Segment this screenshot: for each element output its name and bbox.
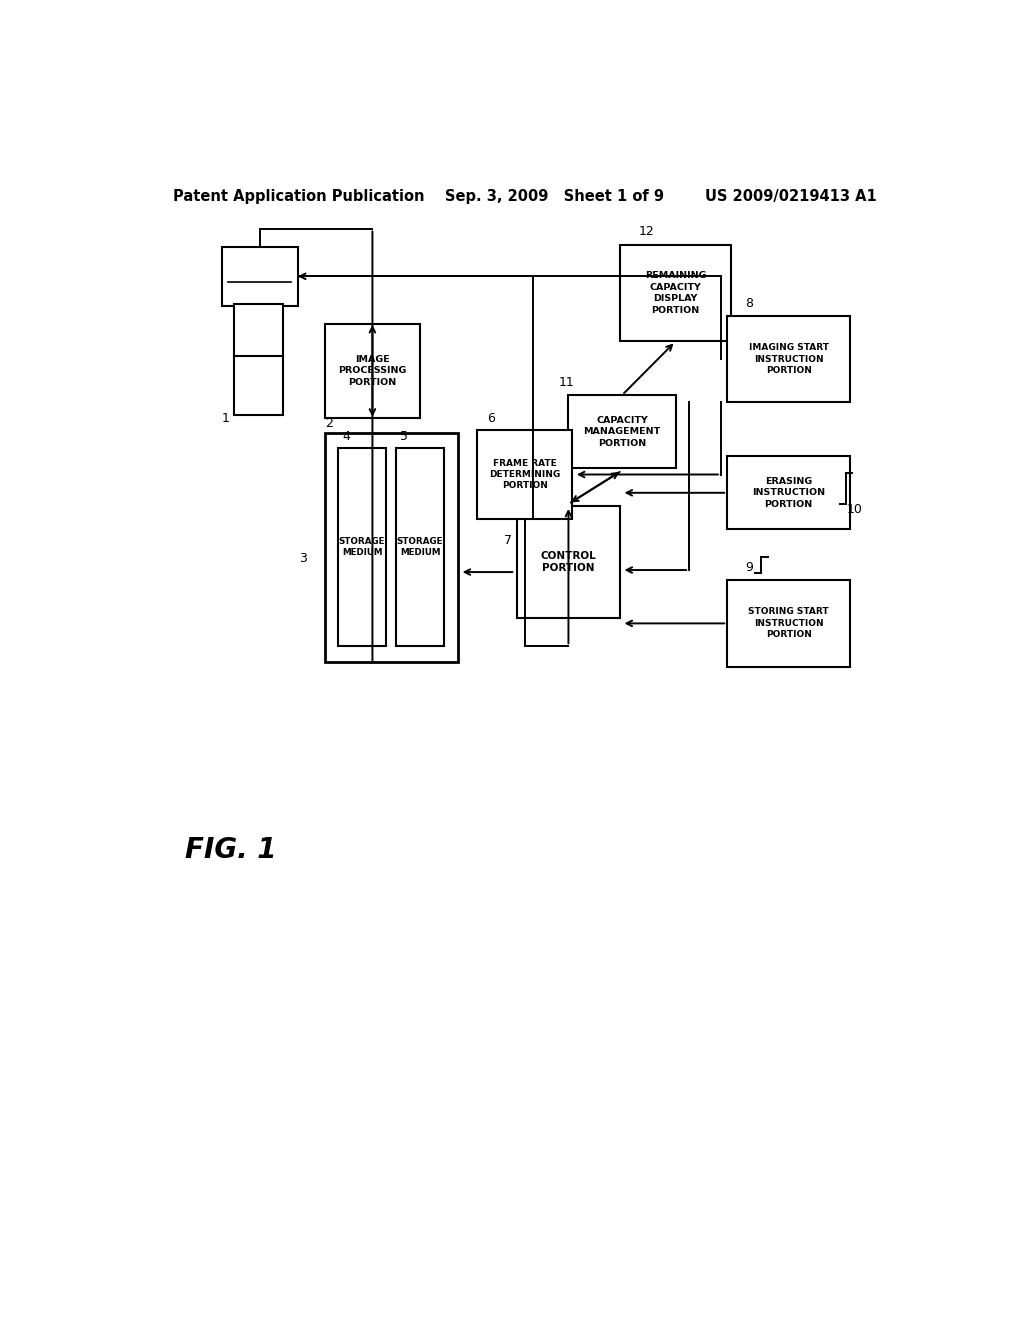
- FancyBboxPatch shape: [325, 325, 420, 417]
- Text: 2: 2: [325, 417, 333, 430]
- Text: CAPACITY
MANAGEMENT
PORTION: CAPACITY MANAGEMENT PORTION: [584, 416, 660, 447]
- FancyBboxPatch shape: [477, 430, 572, 519]
- Text: 4: 4: [342, 430, 350, 444]
- Text: 3: 3: [299, 552, 307, 565]
- FancyBboxPatch shape: [727, 581, 850, 667]
- Text: FRAME RATE
DETERMINING
PORTION: FRAME RATE DETERMINING PORTION: [489, 458, 560, 491]
- Text: 8: 8: [745, 297, 754, 310]
- Text: REMAINING
CAPACITY
DISPLAY
PORTION: REMAINING CAPACITY DISPLAY PORTION: [645, 272, 707, 314]
- Text: 6: 6: [487, 412, 496, 425]
- FancyBboxPatch shape: [517, 506, 620, 618]
- FancyBboxPatch shape: [620, 244, 731, 342]
- Text: 9: 9: [745, 561, 754, 574]
- Text: 1: 1: [221, 412, 229, 425]
- Text: Patent Application Publication    Sep. 3, 2009   Sheet 1 of 9        US 2009/021: Patent Application Publication Sep. 3, 2…: [173, 189, 877, 203]
- Text: STORING START
INSTRUCTION
PORTION: STORING START INSTRUCTION PORTION: [749, 607, 829, 639]
- FancyBboxPatch shape: [221, 247, 298, 306]
- Text: STORAGE
MEDIUM: STORAGE MEDIUM: [396, 537, 443, 557]
- FancyBboxPatch shape: [727, 315, 850, 403]
- Text: STORAGE
MEDIUM: STORAGE MEDIUM: [339, 537, 385, 557]
- Text: ERASING
INSTRUCTION
PORTION: ERASING INSTRUCTION PORTION: [752, 477, 825, 508]
- Text: 7: 7: [504, 533, 512, 546]
- Text: CONTROL
PORTION: CONTROL PORTION: [541, 550, 596, 573]
- Text: 5: 5: [400, 430, 409, 444]
- FancyBboxPatch shape: [233, 355, 283, 414]
- FancyBboxPatch shape: [396, 447, 443, 647]
- Text: FIG. 1: FIG. 1: [185, 836, 276, 863]
- Text: 12: 12: [638, 224, 654, 238]
- Text: IMAGE
PROCESSING
PORTION: IMAGE PROCESSING PORTION: [338, 355, 407, 387]
- Text: IMAGING START
INSTRUCTION
PORTION: IMAGING START INSTRUCTION PORTION: [749, 343, 828, 375]
- Text: 10: 10: [846, 503, 862, 516]
- Text: 11: 11: [559, 376, 574, 389]
- FancyBboxPatch shape: [727, 457, 850, 529]
- FancyBboxPatch shape: [233, 304, 283, 356]
- FancyBboxPatch shape: [325, 433, 458, 661]
- FancyBboxPatch shape: [568, 395, 676, 469]
- FancyBboxPatch shape: [338, 447, 386, 647]
